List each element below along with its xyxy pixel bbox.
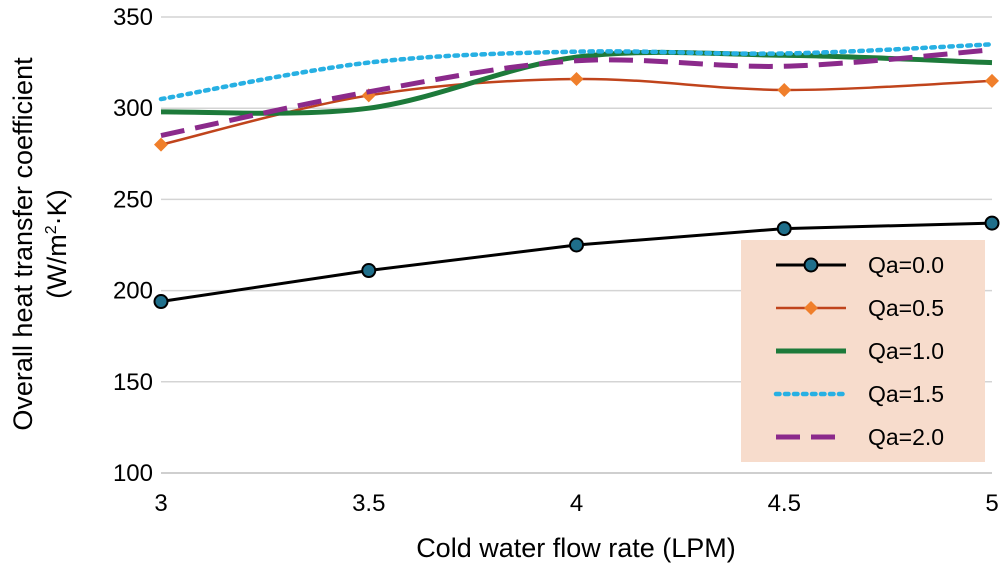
y-axis-title-line2: (W/m2·K): [42, 189, 72, 298]
y-axis-title: Overall heat transfer coefficient (W/m2·…: [8, 57, 72, 431]
legend-item-qa-0-5: Qa=0.5: [776, 295, 944, 321]
y-tick-label: 250: [113, 186, 153, 213]
legend-label-qa-1-0: Qa=1.0: [868, 338, 944, 364]
data-point-qa-0-0-5: [984, 215, 1000, 231]
legend-label-qa-2-0: Qa=2.0: [868, 424, 944, 450]
y-tick-label: 350: [113, 4, 153, 31]
legend-label-qa-0-0: Qa=0.0: [868, 252, 944, 278]
data-point-qa-0-5-4.5: [777, 82, 792, 97]
data-point-qa-0-0-3.5: [361, 263, 377, 279]
series-qa-0-5: [154, 72, 999, 152]
y-axis-unit-prefix: (W/m: [42, 234, 72, 298]
y-tick-label: 200: [113, 278, 153, 305]
series-qa-1-0: [160, 49, 993, 116]
x-tick-label: 4.5: [768, 490, 801, 517]
y-tick-label: 150: [113, 369, 153, 396]
series-qa-0-0: [153, 215, 1000, 310]
legend-item-qa-0-0: Qa=0.0: [776, 252, 944, 278]
series-line-qa-1-0: [160, 49, 993, 116]
series-qa-1-5: [158, 42, 995, 102]
legend-item-qa-1-0: Qa=1.0: [776, 338, 944, 364]
y-tick-label: 100: [113, 460, 153, 487]
series-line-qa-2-0: [160, 47, 993, 139]
x-tick-label: 4: [570, 490, 583, 517]
series-line-qa-1-5: [158, 42, 995, 102]
x-tick-label: 5: [985, 490, 998, 517]
legend: Qa=0.0 Qa=0.5 Qa=1.0 Qa=1.5 Qa=2.0: [741, 240, 985, 462]
legend-item-qa-2-0: Qa=2.0: [776, 424, 944, 450]
data-point-qa-0-5-5: [985, 73, 999, 88]
legend-label-qa-1-5: Qa=1.5: [868, 381, 944, 407]
x-axis-title: Cold water flow rate (LPM): [416, 533, 736, 563]
x-tick-label: 3.5: [352, 490, 385, 517]
data-point-qa-0-0-3: [153, 294, 169, 310]
y-tick-label: 300: [113, 95, 153, 122]
series-qa-2-0: [160, 47, 993, 139]
legend-marker-qa-0-5: [804, 301, 818, 315]
y-axis-unit-suffix: ·K): [42, 189, 72, 225]
legend-marker-qa-0-0: [803, 257, 819, 273]
y-axis-title-line1: Overall heat transfer coefficient: [8, 57, 38, 431]
data-point-qa-0-5-4: [569, 72, 584, 87]
y-axis-unit-superscript: 2: [43, 225, 60, 234]
legend-item-qa-1-5: Qa=1.5: [773, 381, 944, 407]
data-point-qa-0-5-3: [154, 137, 168, 152]
x-tick-label: 3: [154, 490, 167, 517]
data-point-qa-0-0-4: [569, 237, 584, 253]
tick-labels: 100 150 200 250 300 350 3 3.5 4 4.5 5: [113, 4, 999, 517]
legend-label-qa-0-5: Qa=0.5: [868, 295, 944, 321]
series-lines: [153, 42, 1000, 310]
data-point-qa-0-0-4.5: [776, 221, 792, 237]
